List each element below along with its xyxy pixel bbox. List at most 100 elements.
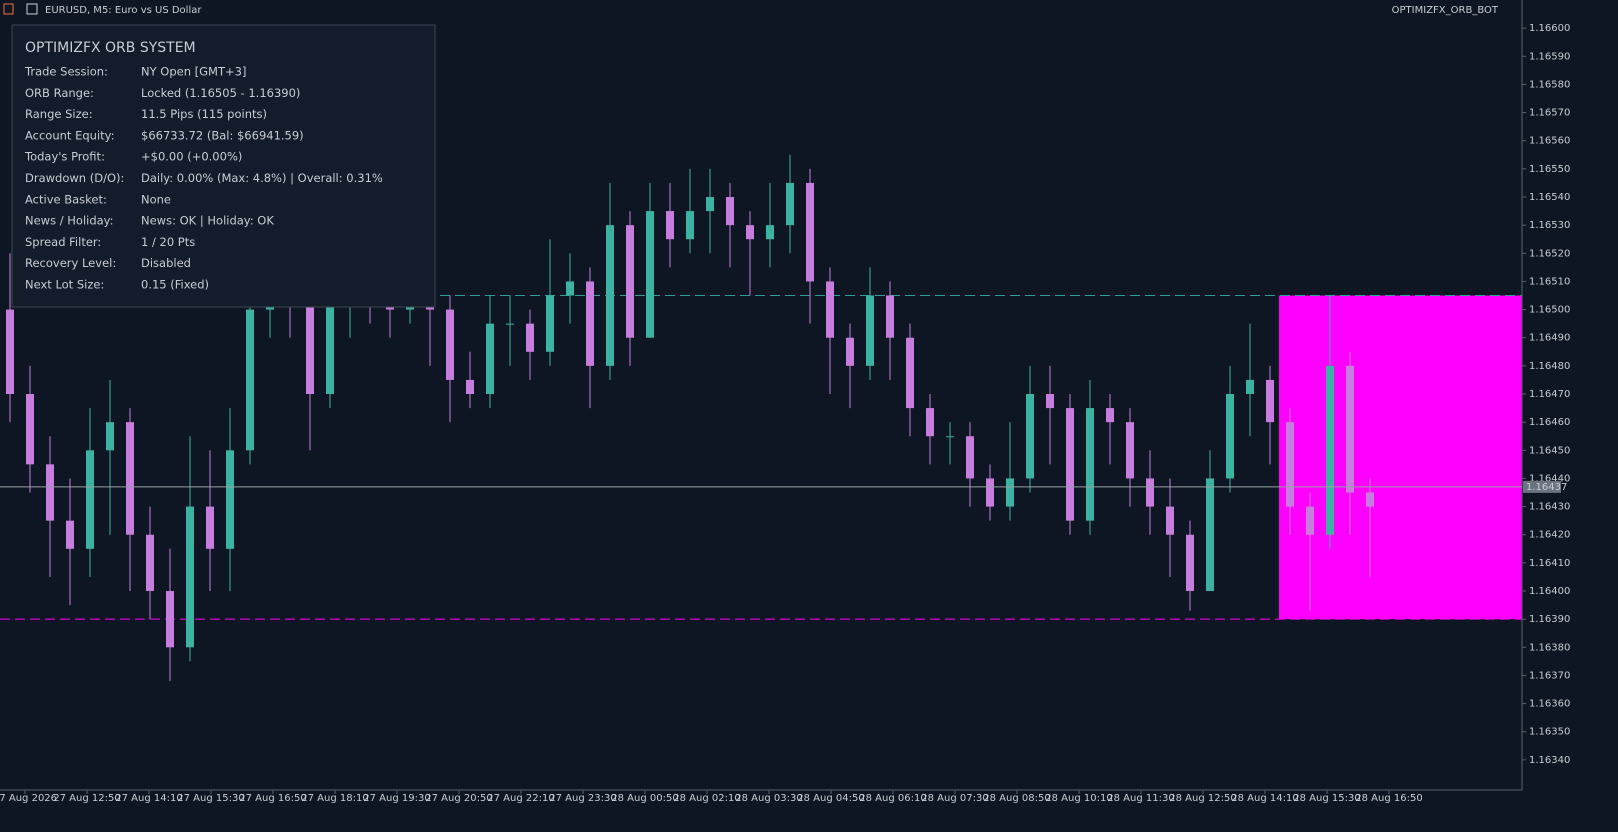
candle-body <box>66 520 74 549</box>
panel-title: OPTIMIZFX ORB SYSTEM <box>25 40 196 56</box>
y-tick-label: 1.16470 <box>1529 389 1570 400</box>
candle-body <box>46 464 54 521</box>
panel-box <box>11 24 436 308</box>
y-tick-label: 1.16480 <box>1529 361 1570 372</box>
y-tick-label: 1.16390 <box>1529 614 1570 625</box>
panel-label: News / Holiday: <box>25 214 114 228</box>
candle-body <box>706 196 714 212</box>
panel-label: Account Equity: <box>25 128 115 142</box>
candle-body <box>1046 394 1054 409</box>
candle-body <box>1366 492 1374 507</box>
candle-body <box>1246 379 1254 395</box>
candle-body <box>926 408 934 437</box>
y-tick-label: 1.16350 <box>1529 727 1570 738</box>
candle-body <box>966 436 974 479</box>
x-tick-label: 27 Aug 16:50 <box>239 793 306 804</box>
candle-body <box>1306 506 1314 535</box>
price-label-box <box>1523 480 1561 493</box>
candle-body <box>506 323 514 325</box>
y-tick-label: 1.16520 <box>1529 248 1570 259</box>
panel-value: 0.15 (Fixed) <box>141 278 209 292</box>
y-tick-label: 1.16510 <box>1529 276 1570 287</box>
candle-body <box>726 196 734 226</box>
candle-body <box>1026 394 1034 479</box>
candle-body <box>806 182 814 282</box>
candle-body <box>1066 408 1074 521</box>
candle-body <box>226 450 234 549</box>
panel-value: 11.5 Pips (115 points) <box>141 107 267 121</box>
y-tick-label: 1.16490 <box>1529 333 1570 344</box>
panel-value: NY Open [GMT+3] <box>141 65 246 79</box>
y-tick-label: 1.16460 <box>1529 417 1570 428</box>
x-tick-label: 28 Aug 16:50 <box>1355 793 1422 804</box>
candle-body <box>106 422 114 451</box>
candle-body <box>946 436 954 438</box>
x-tick-label: 28 Aug 14:10 <box>1231 793 1298 804</box>
candle-body <box>306 295 314 395</box>
candle-body <box>886 295 894 338</box>
x-tick-label: 28 Aug 06:10 <box>859 793 926 804</box>
candle-body <box>846 337 854 366</box>
panel-value: None <box>141 192 171 206</box>
candle-body <box>1146 478 1154 507</box>
candle-body <box>446 309 454 380</box>
x-tick-label: 28 Aug 00:50 <box>611 793 678 804</box>
x-tick-label: 27 Aug 12:50 <box>53 793 120 804</box>
candle-body <box>146 534 154 592</box>
x-tick-label: 28 Aug 04:50 <box>797 793 864 804</box>
candle-body <box>1206 478 1214 592</box>
y-tick-label: 1.16500 <box>1529 305 1570 316</box>
candle-body <box>1226 394 1234 479</box>
panel-label: Drawdown (D/O): <box>25 171 124 185</box>
candle-body <box>186 506 194 648</box>
panel-label: Spread Filter: <box>25 235 101 249</box>
panel-label: Recovery Level: <box>25 256 116 270</box>
y-tick-label: 1.16370 <box>1529 670 1570 681</box>
candle-body <box>646 211 654 338</box>
candle-body <box>546 295 554 352</box>
y-tick-label: 1.16360 <box>1529 699 1570 710</box>
x-tick-label: 27 Aug 19:30 <box>363 793 430 804</box>
candle-body <box>1286 422 1294 507</box>
y-tick-label: 1.16590 <box>1529 51 1570 62</box>
candle-body <box>86 450 94 549</box>
panel-value: Disabled <box>141 256 191 270</box>
candle-body <box>1326 365 1334 535</box>
candle-body <box>526 323 534 352</box>
candle-body <box>1106 408 1114 423</box>
candle-body <box>786 182 794 226</box>
candle-body <box>626 225 634 338</box>
panel-label: Next Lot Size: <box>25 278 104 292</box>
candle-body <box>1126 422 1134 479</box>
panel-value: +$0.00 (+0.00%) <box>141 150 242 164</box>
panel-value: $66733.72 (Bal: $66941.59) <box>141 128 304 142</box>
y-tick-label: 1.16420 <box>1529 530 1570 541</box>
candle-body <box>746 225 754 240</box>
candle-body <box>206 506 214 549</box>
candle-body <box>986 478 994 507</box>
panel-value: News: OK | Holiday: OK <box>141 214 274 228</box>
menu-icon[interactable] <box>3 3 14 15</box>
panel-value: Locked (1.16505 - 1.16390) <box>141 86 300 100</box>
candle-body <box>866 295 874 366</box>
x-tick-label: 27 Aug 15:30 <box>177 793 244 804</box>
y-tick-label: 1.16340 <box>1529 755 1570 766</box>
candle-body <box>326 295 334 395</box>
candle-body <box>606 225 614 366</box>
candle-body <box>566 281 574 296</box>
x-tick-label: 28 Aug 08:50 <box>983 793 1050 804</box>
candle-body <box>1186 534 1194 592</box>
x-tick-label: 28 Aug 12:50 <box>1169 793 1236 804</box>
x-tick-label: 27 Aug 22:10 <box>487 793 554 804</box>
x-tick-label: 27 Aug 23:30 <box>549 793 616 804</box>
candle-body <box>1346 365 1354 493</box>
y-tick-label: 1.16380 <box>1529 642 1570 653</box>
candle-body <box>486 323 494 395</box>
x-tick-label: 27 Aug 20:50 <box>425 793 492 804</box>
y-tick-label: 1.16570 <box>1529 108 1570 119</box>
candle-body <box>1266 379 1274 423</box>
menu-icon[interactable] <box>26 3 38 15</box>
candle-body <box>6 309 14 395</box>
